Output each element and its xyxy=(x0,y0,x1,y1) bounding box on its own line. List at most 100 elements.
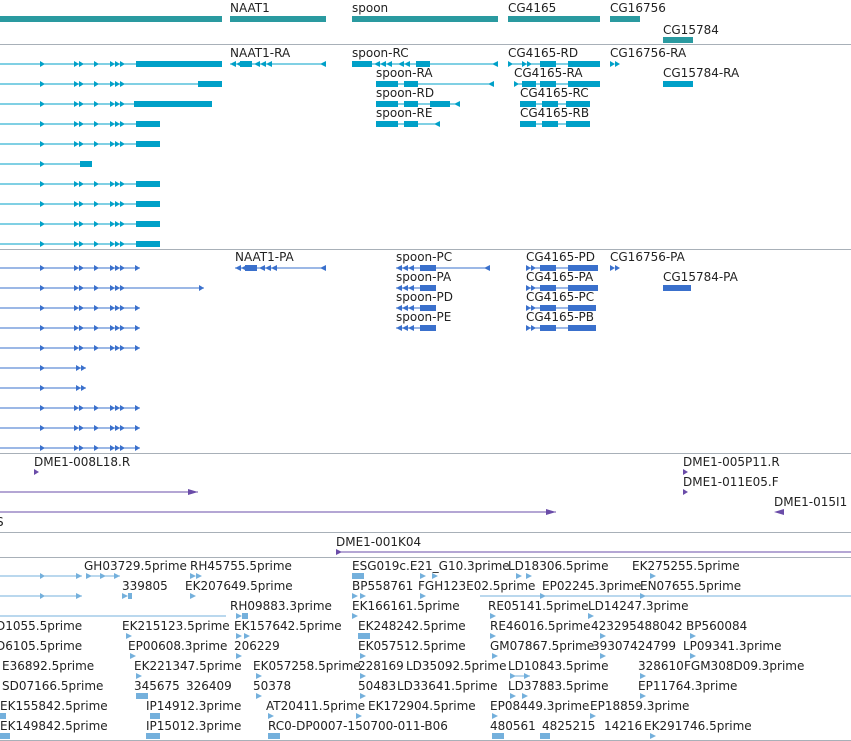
protein-label[interactable]: CG16756-PA xyxy=(610,250,686,264)
est-feature[interactable] xyxy=(590,713,596,719)
est-label[interactable]: EK291746.5prime xyxy=(644,719,752,733)
est-label[interactable]: RE46016.5prime xyxy=(490,619,591,633)
protein-feature[interactable] xyxy=(0,325,140,331)
est-label[interactable]: 345675 xyxy=(134,679,180,693)
est-label[interactable]: SD07166.5prime xyxy=(2,679,103,693)
est-label[interactable]: EK057258.5prime xyxy=(253,659,361,673)
clone-feature[interactable] xyxy=(0,489,198,495)
protein-feature[interactable] xyxy=(0,405,140,411)
est-feature[interactable] xyxy=(492,713,498,719)
clone-label[interactable]: S xyxy=(0,515,4,529)
est-feature[interactable] xyxy=(510,693,528,699)
est-label[interactable]: 206229 xyxy=(234,639,280,653)
clone-feature[interactable] xyxy=(683,489,688,495)
transcript-label[interactable]: spoon-RD xyxy=(376,86,434,100)
est-label[interactable]: EK157642.5prime xyxy=(234,619,342,633)
est-feature[interactable] xyxy=(352,573,364,579)
est-label[interactable]: FGM308D09.3prime xyxy=(684,659,804,673)
transcript-feature[interactable] xyxy=(376,101,460,107)
est-feature[interactable] xyxy=(640,593,646,599)
transcript-feature[interactable] xyxy=(663,81,693,87)
transcript-feature[interactable] xyxy=(610,61,620,67)
est-label[interactable]: LD18306.5prime xyxy=(508,559,609,573)
protein-feature[interactable] xyxy=(396,305,436,311)
est-feature[interactable] xyxy=(190,593,196,599)
est-feature[interactable] xyxy=(136,693,148,699)
est-label[interactable]: 480561 xyxy=(490,719,536,733)
gene-label[interactable]: spoon xyxy=(352,1,388,15)
est-label[interactable]: RE05141.5prime xyxy=(488,599,589,613)
est-label[interactable]: D6105.5prime xyxy=(0,639,82,653)
protein-label[interactable]: NAAT1-PA xyxy=(235,250,295,264)
transcript-feature[interactable] xyxy=(0,161,92,167)
est-label[interactable]: EP11764.3prime xyxy=(638,679,737,693)
est-feature[interactable] xyxy=(420,573,438,579)
est-feature[interactable] xyxy=(146,733,160,739)
protein-feature[interactable] xyxy=(663,285,691,291)
protein-label[interactable]: CG4165-PD xyxy=(526,250,595,264)
est-feature[interactable] xyxy=(690,653,696,659)
gene-label[interactable]: CG16756 xyxy=(610,1,666,15)
clone-label[interactable]: DME1-011E05.F xyxy=(683,475,779,489)
est-label[interactable]: LP09341.3prime xyxy=(683,639,782,653)
transcript-feature[interactable] xyxy=(0,81,222,87)
est-feature[interactable] xyxy=(516,573,532,579)
protein-feature[interactable] xyxy=(0,305,140,311)
est-label[interactable]: 39307424799 xyxy=(592,639,676,653)
protein-feature[interactable] xyxy=(526,285,598,291)
est-feature[interactable] xyxy=(236,613,248,619)
transcript-feature[interactable] xyxy=(230,61,326,67)
est-feature[interactable] xyxy=(360,653,366,659)
est-feature[interactable] xyxy=(130,653,136,659)
transcript-feature[interactable] xyxy=(0,61,222,67)
est-feature[interactable] xyxy=(492,733,504,739)
transcript-feature[interactable] xyxy=(0,181,160,187)
protein-feature[interactable] xyxy=(0,445,140,451)
est-feature[interactable] xyxy=(690,633,696,639)
est-label[interactable]: LD33641.5prime xyxy=(397,679,498,693)
transcript-feature[interactable] xyxy=(0,141,160,147)
transcript-feature[interactable] xyxy=(352,61,498,67)
est-feature[interactable] xyxy=(600,653,606,659)
protein-label[interactable]: CG4165-PA xyxy=(526,270,594,284)
clone-feature[interactable] xyxy=(34,469,39,475)
clone-feature[interactable] xyxy=(683,469,688,475)
est-label[interactable]: IP15012.3prime xyxy=(146,719,241,733)
est-feature[interactable] xyxy=(136,673,142,679)
transcript-feature[interactable] xyxy=(0,201,160,207)
est-feature[interactable] xyxy=(492,653,498,659)
transcript-feature[interactable] xyxy=(520,101,590,107)
est-feature[interactable] xyxy=(540,733,550,739)
est-feature[interactable] xyxy=(256,673,262,679)
clone-label[interactable]: DME1-005P11.R xyxy=(683,455,780,469)
clone-label[interactable]: DME1-001K04 xyxy=(336,535,421,549)
est-label[interactable]: EK221347.5prime xyxy=(134,659,242,673)
est-label[interactable]: E36892.5prime xyxy=(2,659,94,673)
transcript-feature[interactable] xyxy=(376,121,440,127)
est-label[interactable]: EP00608.3prime xyxy=(128,639,227,653)
est-feature[interactable] xyxy=(360,693,366,699)
transcript-feature[interactable] xyxy=(514,81,600,87)
protein-feature[interactable] xyxy=(396,265,490,271)
transcript-feature[interactable] xyxy=(0,241,160,247)
gene-bar[interactable] xyxy=(352,16,498,22)
transcript-label[interactable]: CG4165-RB xyxy=(520,106,589,120)
est-feature[interactable] xyxy=(640,693,646,699)
protein-feature[interactable] xyxy=(0,285,204,291)
est-label[interactable]: 423295488042 xyxy=(591,619,683,633)
protein-feature[interactable] xyxy=(610,265,620,271)
gene-bar[interactable] xyxy=(230,16,326,22)
gene-label[interactable]: NAAT1 xyxy=(230,1,270,15)
est-label[interactable]: 14216 xyxy=(604,719,642,733)
est-label[interactable]: IP14912.3prime xyxy=(146,699,241,713)
est-label[interactable]: EP08449.3prime xyxy=(490,699,589,713)
est-feature[interactable] xyxy=(420,593,426,599)
est-feature[interactable] xyxy=(358,633,370,639)
protein-feature[interactable] xyxy=(0,365,86,371)
est-feature[interactable] xyxy=(0,573,82,579)
est-label[interactable]: EP18859.3prime xyxy=(590,699,689,713)
est-label[interactable]: EK172904.5prime xyxy=(368,699,476,713)
est-feature[interactable] xyxy=(356,713,362,719)
est-feature[interactable] xyxy=(540,593,546,599)
clone-feature[interactable] xyxy=(336,549,851,555)
